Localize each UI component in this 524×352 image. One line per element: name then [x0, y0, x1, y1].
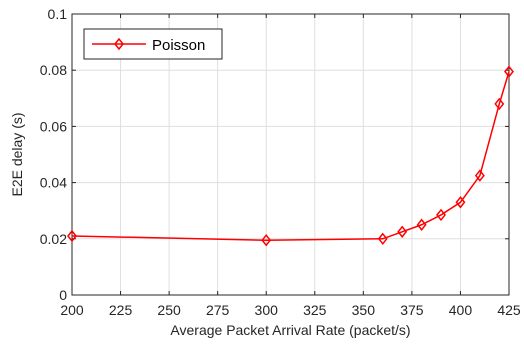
data-point	[474, 169, 485, 182]
x-axis-label: Average Packet Arrival Rate (packet/s)	[170, 322, 410, 338]
x-tick-label: 350	[352, 302, 376, 318]
data-point	[416, 218, 427, 231]
data-point	[436, 208, 446, 222]
x-tick-label: 375	[400, 302, 424, 318]
data-point	[455, 196, 466, 209]
series-line-poisson	[71, 71, 510, 241]
data-point	[494, 97, 505, 111]
x-tick-label: 250	[157, 302, 181, 318]
y-tick-label: 0.04	[40, 175, 67, 191]
x-tick-label: 300	[255, 302, 279, 318]
y-tick-label: 0.06	[40, 118, 67, 134]
plot-area	[71, 13, 510, 296]
data-point	[377, 232, 388, 246]
y-tick-label: 0.08	[40, 62, 67, 78]
y-axis-label: E2E delay (s)	[9, 112, 25, 196]
y-tick-label: 0.1	[48, 6, 68, 22]
legend-label-poisson: Poisson	[152, 37, 205, 54]
y-tick-labels: 0 0.02 0.04 0.06 0.08 0.1	[40, 6, 67, 303]
x-tick-label: 325	[303, 302, 327, 318]
x-tick-labels: 200 225 250 275 300 325 350 375 400 425	[60, 302, 521, 318]
x-tick-label: 275	[206, 302, 230, 318]
series-group	[67, 65, 514, 247]
x-tick-label: 200	[60, 302, 84, 318]
data-point	[261, 234, 272, 247]
data-point	[397, 225, 408, 238]
y-tick-label: 0	[59, 287, 67, 303]
data-point	[504, 65, 514, 78]
data-point	[67, 229, 77, 243]
legend-marker	[114, 37, 124, 51]
x-tick-label: 225	[109, 302, 133, 318]
x-tick-label: 400	[449, 302, 473, 318]
y-tick-label: 0.02	[40, 231, 67, 247]
x-tick-label: 425	[497, 302, 521, 318]
legend: Poisson	[83, 28, 223, 60]
